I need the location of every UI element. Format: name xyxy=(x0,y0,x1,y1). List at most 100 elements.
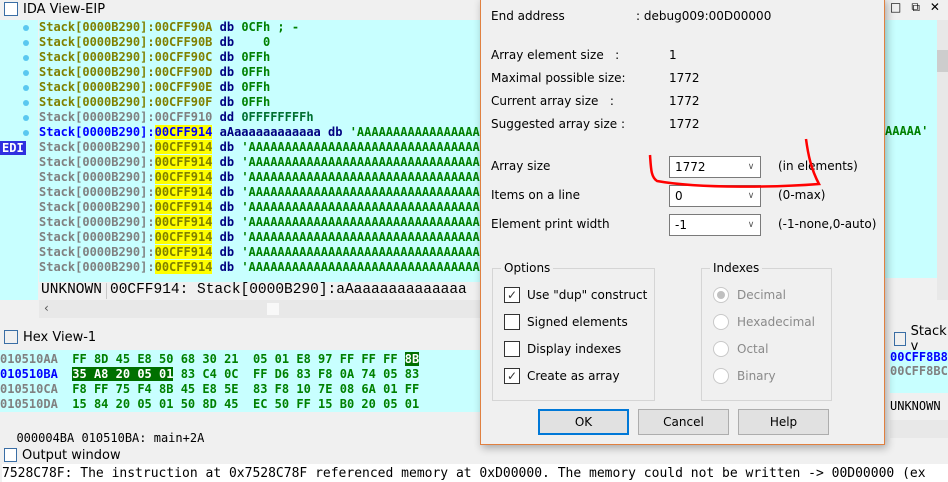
hex-byte[interactable]: 01 xyxy=(404,397,420,411)
hex-view-title-bar[interactable]: Hex View-1 xyxy=(0,328,480,346)
hex-byte[interactable]: 01 xyxy=(274,352,290,366)
radio-icon[interactable] xyxy=(713,313,729,330)
hex-byte[interactable]: 83 xyxy=(252,382,268,396)
hex-byte[interactable]: 05 xyxy=(383,367,398,381)
breakpoint-dot-icon[interactable] xyxy=(23,40,29,46)
hex-byte[interactable]: 30 xyxy=(202,352,217,366)
stack-view-listing[interactable]: 00CFF8B8 00CFF8BC xyxy=(890,350,948,393)
breakpoint-dot-icon[interactable] xyxy=(23,85,29,91)
vertical-scrollbar[interactable] xyxy=(937,20,948,300)
ida-view-title-bar[interactable]: IDA View-EIP xyxy=(0,0,885,18)
hex-byte[interactable]: 84 xyxy=(93,397,109,411)
hex-byte[interactable]: 05 xyxy=(383,397,398,411)
output-window-title-bar[interactable]: Output window xyxy=(0,446,948,464)
hex-byte[interactable]: B0 xyxy=(339,397,355,411)
hex-byte[interactable]: F8 xyxy=(274,382,290,396)
hex-byte[interactable]: 05 xyxy=(137,397,152,411)
listing-row[interactable]: Stack[0000B290]:00CFF914 db 'AAAAAAAAAAA… xyxy=(39,215,885,230)
hex-byte[interactable]: 50 xyxy=(274,397,290,411)
field-combobox[interactable]: 1772 ∨ xyxy=(669,156,761,178)
hex-byte[interactable]: F8 xyxy=(318,367,333,381)
index-radio[interactable]: Decimal xyxy=(713,281,831,308)
listing-row[interactable]: Stack[0000B290]:00CFF90B db 0 xyxy=(39,35,885,50)
hex-byte[interactable]: 45 xyxy=(224,397,239,411)
hex-byte[interactable]: 01 xyxy=(159,397,174,411)
breakpoint-dot-icon[interactable] xyxy=(23,115,29,121)
field-combobox[interactable]: -1 ∨ xyxy=(669,214,761,236)
stack-scrollbar[interactable] xyxy=(890,420,948,438)
option-checkbox[interactable]: Display indexes xyxy=(504,335,654,362)
hex-byte[interactable]: FF xyxy=(252,367,268,381)
hex-byte[interactable]: F4 xyxy=(137,382,152,396)
hex-byte[interactable]: 83 xyxy=(180,367,196,381)
listing-row[interactable]: Stack[0000B290]:00CFF914 db 'AAAAAAAAAAA… xyxy=(39,185,885,200)
option-checkbox[interactable]: ✓ Create as array xyxy=(504,362,654,389)
hex-byte[interactable]: C4 xyxy=(202,367,217,381)
hex-byte[interactable]: 5E xyxy=(224,382,239,396)
breakpoint-dot-icon[interactable] xyxy=(23,70,29,76)
hex-byte[interactable]: 45 xyxy=(180,382,196,396)
horizontal-scrollbar[interactable]: ‹ xyxy=(39,300,480,318)
listing-row[interactable]: Stack[0000B290]:00CFF90E db 0FFh xyxy=(39,80,885,95)
hex-byte[interactable]: FF xyxy=(339,352,355,366)
breakpoint-dot-icon[interactable] xyxy=(23,100,29,106)
help-button[interactable]: Help xyxy=(738,409,829,435)
hex-byte[interactable]: 20 xyxy=(115,367,131,381)
hex-byte[interactable]: 50 xyxy=(180,397,196,411)
hex-byte[interactable]: 68 xyxy=(180,352,196,366)
checkbox-icon[interactable] xyxy=(504,340,520,357)
listing-row[interactable]: Stack[0000B290]:00CFF90D db 0FFh xyxy=(39,65,885,80)
hex-row[interactable]: 010510CA F8 FF 75 F4 8B 45 E8 5E 83 F8 1… xyxy=(0,382,480,397)
hex-byte[interactable]: 05 xyxy=(137,367,152,381)
breakpoint-dot-icon[interactable] xyxy=(23,55,29,61)
breakpoint-dot-icon[interactable] xyxy=(23,130,29,136)
hex-byte[interactable]: FF xyxy=(93,382,109,396)
hex-byte[interactable]: 7E xyxy=(318,382,333,396)
hex-byte[interactable]: E8 xyxy=(296,352,311,366)
hex-byte[interactable]: 8B xyxy=(159,382,174,396)
checkmark-icon[interactable]: ✓ xyxy=(504,367,520,384)
hex-byte[interactable]: 83 xyxy=(296,367,311,381)
hex-byte[interactable]: 8D xyxy=(93,352,109,366)
index-radio[interactable]: Octal xyxy=(713,335,831,362)
hex-byte[interactable]: 50 xyxy=(159,352,174,366)
listing-row[interactable]: Stack[0000B290]:00CFF910 dd 0FFFFFFFFh xyxy=(39,110,885,125)
option-checkbox[interactable]: Signed elements xyxy=(504,308,654,335)
radio-icon[interactable] xyxy=(713,367,729,384)
ok-button[interactable]: OK xyxy=(538,409,629,435)
hex-byte[interactable]: 45 xyxy=(115,352,131,366)
hex-row[interactable]: 010510AA FF 8D 45 E8 50 68 30 21 05 01 E… xyxy=(0,352,480,367)
hex-byte[interactable]: FF xyxy=(72,352,87,366)
hex-byte[interactable]: 08 xyxy=(339,382,355,396)
hex-byte[interactable]: E8 xyxy=(137,352,152,366)
chevron-down-icon[interactable]: ∨ xyxy=(747,162,755,172)
hex-byte[interactable]: FF xyxy=(383,352,398,366)
hex-byte[interactable]: 8B xyxy=(404,352,420,366)
hex-byte[interactable]: A8 xyxy=(93,367,109,381)
hex-byte[interactable]: D6 xyxy=(274,367,290,381)
chevron-down-icon[interactable]: ∨ xyxy=(747,220,755,230)
index-radio[interactable]: Binary xyxy=(713,362,831,389)
listing-row[interactable]: Stack[0000B290]:00CFF914 db 'AAAAAAAAAAA… xyxy=(39,260,885,275)
scroll-thumb[interactable] xyxy=(267,303,279,315)
listing-row[interactable]: Stack[0000B290]:00CFF90C db 0FFh xyxy=(39,50,885,65)
hex-byte[interactable]: 15 xyxy=(72,397,87,411)
maximize-icon[interactable]: □ xyxy=(890,0,902,14)
hex-byte[interactable]: 20 xyxy=(115,397,131,411)
hex-byte[interactable]: FF xyxy=(404,382,420,396)
hex-byte[interactable]: F8 xyxy=(72,382,87,396)
scroll-left-icon[interactable]: ‹ xyxy=(44,301,49,315)
listing-row[interactable]: Stack[0000B290]:00CFF90A db 0CFh ; - xyxy=(39,20,885,35)
hex-byte[interactable]: 15 xyxy=(318,397,333,411)
hex-byte[interactable]: 6A xyxy=(361,382,376,396)
index-radio[interactable]: Hexadecimal xyxy=(713,308,831,335)
hex-byte[interactable]: 97 xyxy=(318,352,333,366)
listing-row[interactable]: Stack[0000B290]:00CFF914 db 'AAAAAAAAAAA… xyxy=(39,140,885,155)
hex-byte[interactable]: 83 xyxy=(404,367,420,381)
hex-byte[interactable]: FF xyxy=(361,352,376,366)
listing-row[interactable]: Stack[0000B290]:00CFF914 db 'AAAAAAAAAAA… xyxy=(39,170,885,185)
hex-byte[interactable]: 0A xyxy=(339,367,355,381)
hex-byte[interactable]: 01 xyxy=(159,367,174,381)
listing-row[interactable]: Stack[0000B290]:00CFF914 db 'AAAAAAAAAAA… xyxy=(39,155,885,170)
hex-byte[interactable]: FF xyxy=(296,397,311,411)
